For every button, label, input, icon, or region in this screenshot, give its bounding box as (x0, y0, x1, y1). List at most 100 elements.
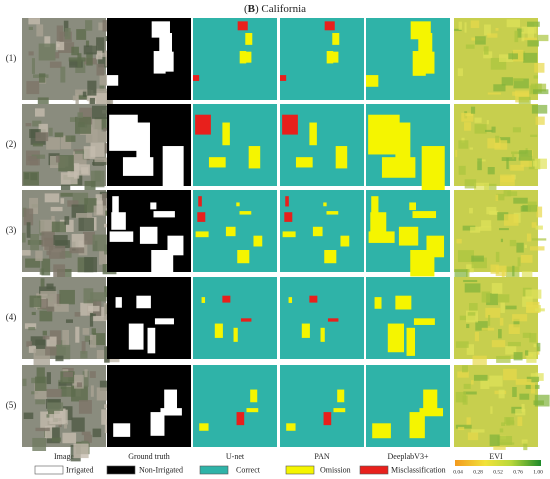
evi-texture (474, 124, 487, 134)
segment (155, 51, 174, 72)
image-panel (22, 277, 120, 366)
segment (208, 157, 226, 168)
evi-texture (466, 344, 475, 355)
evi-texture (505, 346, 517, 355)
image-texture (53, 235, 68, 246)
segment (387, 323, 405, 353)
image-texture (60, 386, 76, 397)
segment (128, 323, 144, 350)
image-texture (92, 162, 107, 166)
evi-texture (530, 83, 542, 93)
segment (162, 146, 184, 187)
evi-texture (463, 383, 471, 389)
evi-texture (471, 255, 484, 262)
image-texture (81, 341, 86, 354)
image-texture (62, 329, 69, 347)
image-texture (65, 319, 73, 323)
legend-swatch (199, 465, 229, 475)
image-texture (57, 42, 75, 53)
evi-texture (457, 250, 474, 263)
evi-texture (523, 52, 538, 63)
colorbar-tick-label: 0.76 (513, 469, 523, 475)
image-texture (41, 258, 51, 276)
legend-label: Misclassification (391, 465, 446, 474)
evi-texture (470, 20, 480, 29)
evi-texture (521, 32, 525, 42)
image-texture (42, 335, 50, 340)
image-texture (60, 135, 72, 150)
evi-texture (475, 36, 486, 45)
segment (370, 212, 387, 232)
segment (222, 295, 231, 303)
image-texture (83, 231, 96, 245)
evi-texture (494, 140, 508, 150)
evi-texture (462, 365, 468, 373)
image-texture (74, 374, 84, 389)
image-texture (54, 303, 69, 312)
image-texture (81, 440, 89, 446)
evi-texture (521, 271, 533, 279)
image-texture (32, 120, 42, 127)
evi-texture (500, 238, 504, 243)
evi-texture (516, 242, 524, 253)
segment (151, 250, 174, 275)
image-texture (35, 108, 45, 117)
evi-texture (518, 96, 531, 105)
panel-background (280, 277, 364, 359)
evi-texture (512, 91, 517, 96)
segment (233, 327, 238, 342)
evi-texture (533, 75, 539, 79)
segment (107, 75, 119, 86)
image-texture (74, 164, 90, 176)
evi-texture (485, 307, 501, 318)
segment (214, 323, 223, 338)
image-texture (87, 80, 97, 96)
image-texture (38, 123, 48, 133)
segment (245, 33, 253, 45)
image-texture (96, 200, 103, 215)
segment (328, 51, 339, 63)
evi-texture (524, 244, 527, 249)
evi-texture (458, 21, 462, 30)
evi-texture (490, 57, 507, 70)
evi-texture (455, 391, 467, 403)
evi-texture (471, 380, 474, 385)
image-texture (26, 341, 33, 347)
figure-title: (B) California (244, 3, 306, 15)
evi-texture (526, 351, 537, 363)
evi-texture (486, 206, 497, 215)
segment (160, 408, 182, 416)
evi-texture (484, 183, 497, 196)
evi-texture (471, 429, 485, 433)
image-panel (280, 277, 364, 359)
evi-texture (535, 372, 538, 379)
image-texture (23, 208, 34, 226)
image-texture (23, 171, 39, 186)
image-texture (49, 61, 62, 68)
evi-texture (513, 197, 528, 204)
image-texture (54, 410, 62, 419)
evi-texture (518, 150, 532, 161)
image-texture (44, 237, 54, 251)
evi-texture (515, 408, 526, 416)
segment (285, 196, 289, 207)
image-texture (84, 335, 91, 342)
evi-texture (487, 138, 501, 149)
segment (109, 114, 138, 151)
evi-texture (499, 428, 504, 433)
evi-texture (513, 78, 524, 82)
image-panel (366, 18, 450, 100)
evi-texture (514, 30, 519, 43)
image-panel (107, 365, 191, 447)
segment (337, 389, 345, 403)
evi-texture (517, 28, 524, 38)
evi-texture (454, 28, 462, 32)
evi-texture (486, 120, 489, 125)
segment (398, 226, 419, 246)
evi-texture (529, 85, 537, 95)
segment (198, 196, 202, 207)
image-panel (454, 277, 545, 367)
image-texture (81, 431, 91, 436)
image-texture (94, 157, 112, 165)
